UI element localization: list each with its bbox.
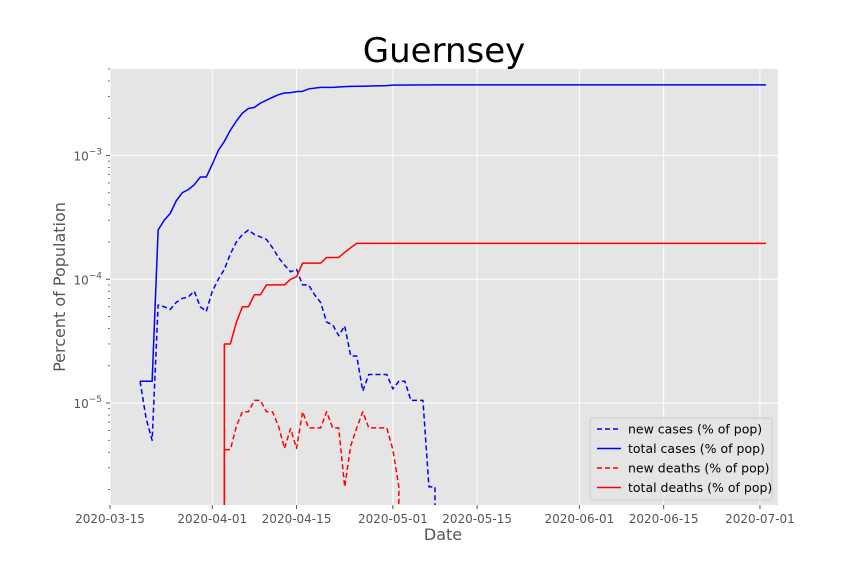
series-layer [139, 84, 766, 505]
series-line-3 [223, 399, 400, 505]
series-line-1 [139, 229, 436, 505]
y-tick-label: 10−3 [73, 148, 102, 164]
x-tick-label: 2020-06-01 [545, 512, 615, 526]
y-tick-label: 10−5 [73, 395, 102, 411]
legend-box [589, 417, 773, 501]
y-tick-exponent: −3 [89, 148, 102, 158]
y-tick-base: 10 [73, 273, 88, 287]
x-tick-label: 2020-03-15 [75, 512, 145, 526]
y-tick-exponent: −5 [89, 395, 102, 405]
x-tick-label: 2020-07-01 [725, 512, 795, 526]
legend-label: new cases (% of pop) [628, 422, 762, 437]
x-tick-label: 2020-04-01 [177, 512, 247, 526]
axes: 2020-03-15 2020-04-01 2020-04-15 2020-05-01… [73, 68, 795, 526]
x-axis-label: Date [424, 525, 462, 544]
x-tick-label: 2020-05-15 [442, 512, 512, 526]
x-tick-label: 2020-05-01 [358, 512, 428, 526]
y-tick-label: 10−4 [73, 271, 102, 287]
x-tick-label: 2020-06-15 [629, 512, 699, 526]
y-tick-base: 10 [73, 150, 88, 164]
series-line-2 [140, 84, 766, 382]
y-tick-exponent: −4 [89, 271, 103, 281]
chart-title: Guernsey [363, 31, 526, 71]
y-tick-base: 10 [73, 397, 88, 411]
y-axis-label: Percent of Population [50, 202, 69, 372]
x-tick-label: 2020-04-15 [262, 512, 332, 526]
series-line-4 [223, 242, 766, 505]
legend-label: total deaths (% of pop) [628, 480, 772, 495]
legend-label: new deaths (% of pop) [628, 461, 770, 476]
grid [109, 69, 778, 505]
legend: new cases (% of pop) total cases (% of po… [589, 417, 773, 501]
legend-label: total cases (% of pop) [628, 441, 765, 456]
